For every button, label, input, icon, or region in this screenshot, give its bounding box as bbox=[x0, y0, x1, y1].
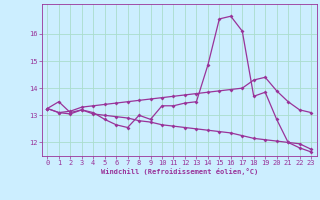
X-axis label: Windchill (Refroidissement éolien,°C): Windchill (Refroidissement éolien,°C) bbox=[100, 168, 258, 175]
